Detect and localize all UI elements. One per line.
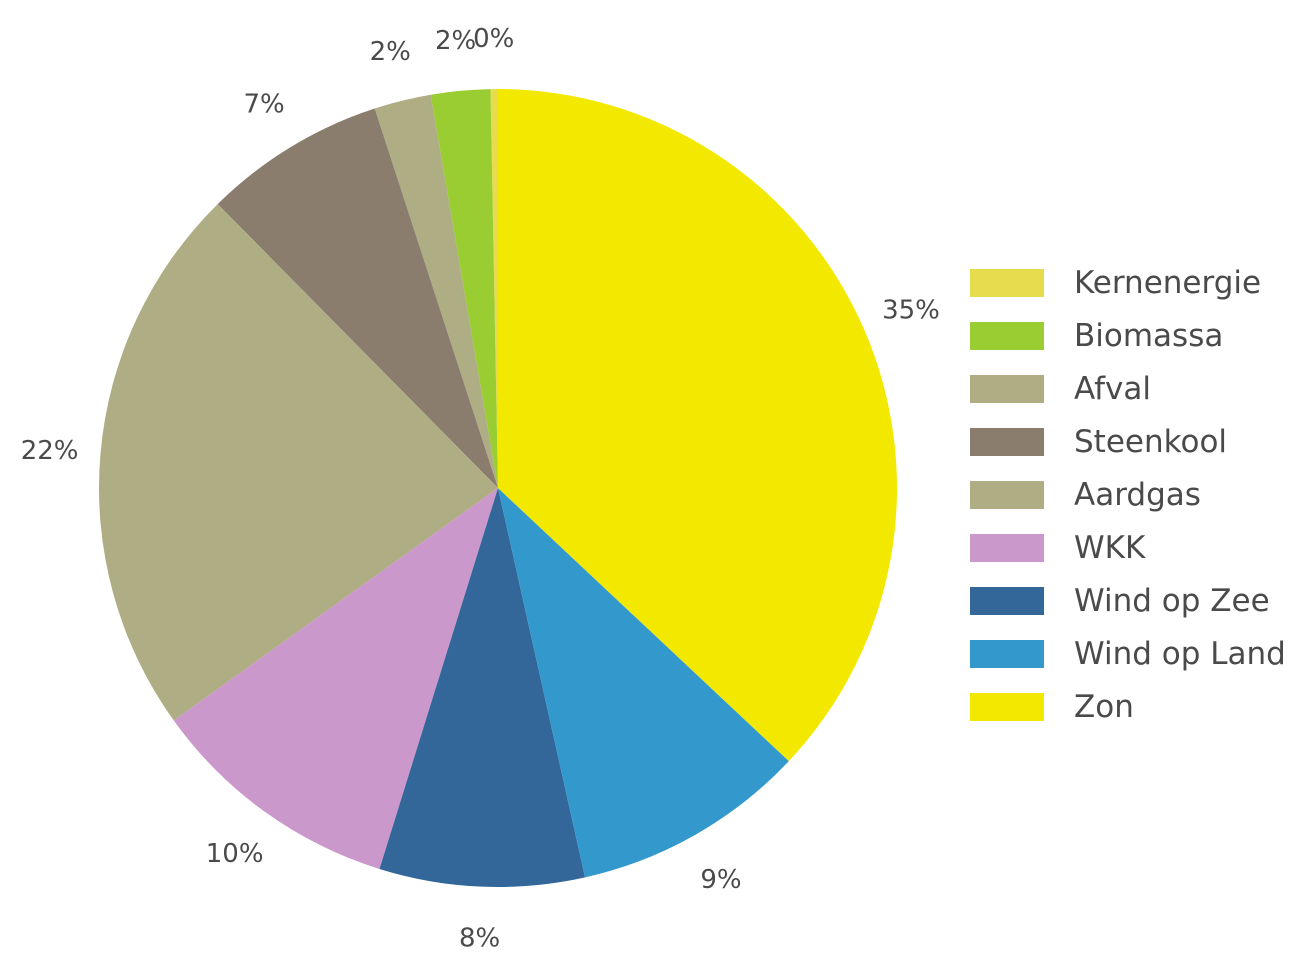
legend-item-wkk: WKK [970,521,1286,574]
legend: Kernenergie Biomassa Afval Steenkool Aardgas… [970,256,1286,733]
pie-slice-zon [498,89,897,762]
legend-swatch [970,639,1044,668]
legend-swatch [970,427,1044,456]
legend-label: Afval [1074,370,1151,407]
legend-item-wind-op-zee: Wind op Zee [970,574,1286,627]
pie-slice-wind-op-zee [379,488,586,887]
pie-slices [99,89,897,887]
legend-item-afval: Afval [970,362,1286,415]
legend-label: Aardgas [1074,476,1201,513]
legend-swatch [970,480,1044,509]
slice-label-kernenergie: 0% [473,24,514,54]
legend-item-zon: Zon [970,680,1286,733]
legend-label: Wind op Land [1074,635,1286,672]
slice-label-wkk: 10% [206,839,264,869]
pie-slice-steenkool [217,108,498,489]
legend-item-aardgas: Aardgas [970,468,1286,521]
legend-swatch [970,374,1044,403]
pie-slice-wind-op-land [498,488,789,878]
pie-slice-wkk [173,488,498,869]
slice-label-biomassa: 2% [435,26,476,56]
legend-item-steenkool: Steenkool [970,415,1286,468]
legend-label: Zon [1074,688,1134,725]
legend-label: WKK [1074,529,1146,566]
slice-label-zon: 35% [882,295,940,325]
pie-slice-aardgas [99,204,498,721]
legend-swatch [970,321,1044,350]
slice-label-wind-op-land: 9% [700,865,741,895]
pie-slice-biomassa [430,89,498,488]
slice-label-afval: 2% [370,37,411,67]
slice-label-steenkool: 7% [243,90,284,120]
legend-item-wind-op-land: Wind op Land [970,627,1286,680]
pie-slice-kernenergie [490,89,498,488]
slice-label-aardgas: 22% [21,436,79,466]
legend-label: Steenkool [1074,423,1228,460]
pie-slice-afval [374,94,498,488]
legend-item-biomassa: Biomassa [970,309,1286,362]
legend-swatch [970,692,1044,721]
legend-label: Wind op Zee [1074,582,1270,619]
legend-item-kernenergie: Kernenergie [970,256,1286,309]
legend-swatch [970,533,1044,562]
legend-swatch [970,586,1044,615]
slice-label-wind-op-zee: 8% [459,924,500,954]
legend-swatch [970,268,1044,297]
legend-label: Biomassa [1074,317,1224,354]
pie-labels: 0%2%2%7%22%10%8%9%35% [21,24,940,954]
legend-label: Kernenergie [1074,264,1262,301]
